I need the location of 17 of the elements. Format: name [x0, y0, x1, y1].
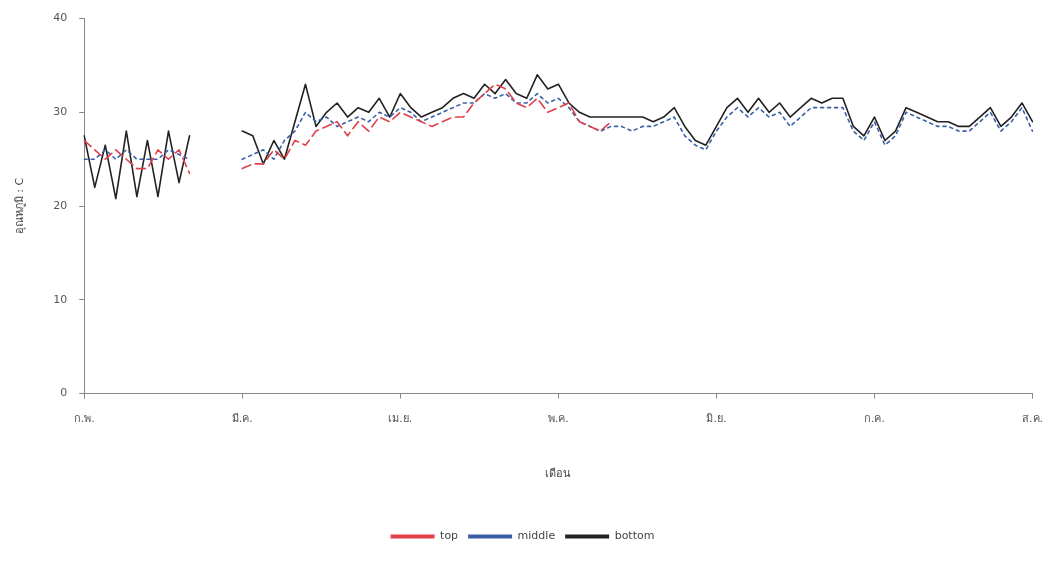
- x-tick-label: มิ.ย.: [706, 412, 727, 426]
- y-axis-title: อุณหภูมิ : C: [13, 177, 27, 235]
- x-tick-label: ส.ค.: [1022, 412, 1043, 426]
- x-tick-label: พ.ค.: [547, 412, 569, 426]
- y-tick-label: 40: [53, 11, 68, 25]
- y-tick-label: 30: [53, 105, 68, 119]
- legend-label: top: [440, 529, 459, 543]
- x-tick-label: ก.พ.: [73, 412, 95, 426]
- x-tick-label: มี.ค.: [231, 412, 253, 426]
- x-tick-label: ก.ค.: [863, 412, 885, 426]
- x-tick-label: เม.ย.: [388, 412, 413, 426]
- y-tick-label: 0: [60, 386, 68, 400]
- legend-label: bottom: [614, 529, 655, 543]
- legend-label: middle: [517, 529, 556, 543]
- y-tick-label: 20: [53, 198, 68, 212]
- y-tick-label: 10: [53, 292, 68, 306]
- x-axis-title: เดือน: [545, 467, 572, 481]
